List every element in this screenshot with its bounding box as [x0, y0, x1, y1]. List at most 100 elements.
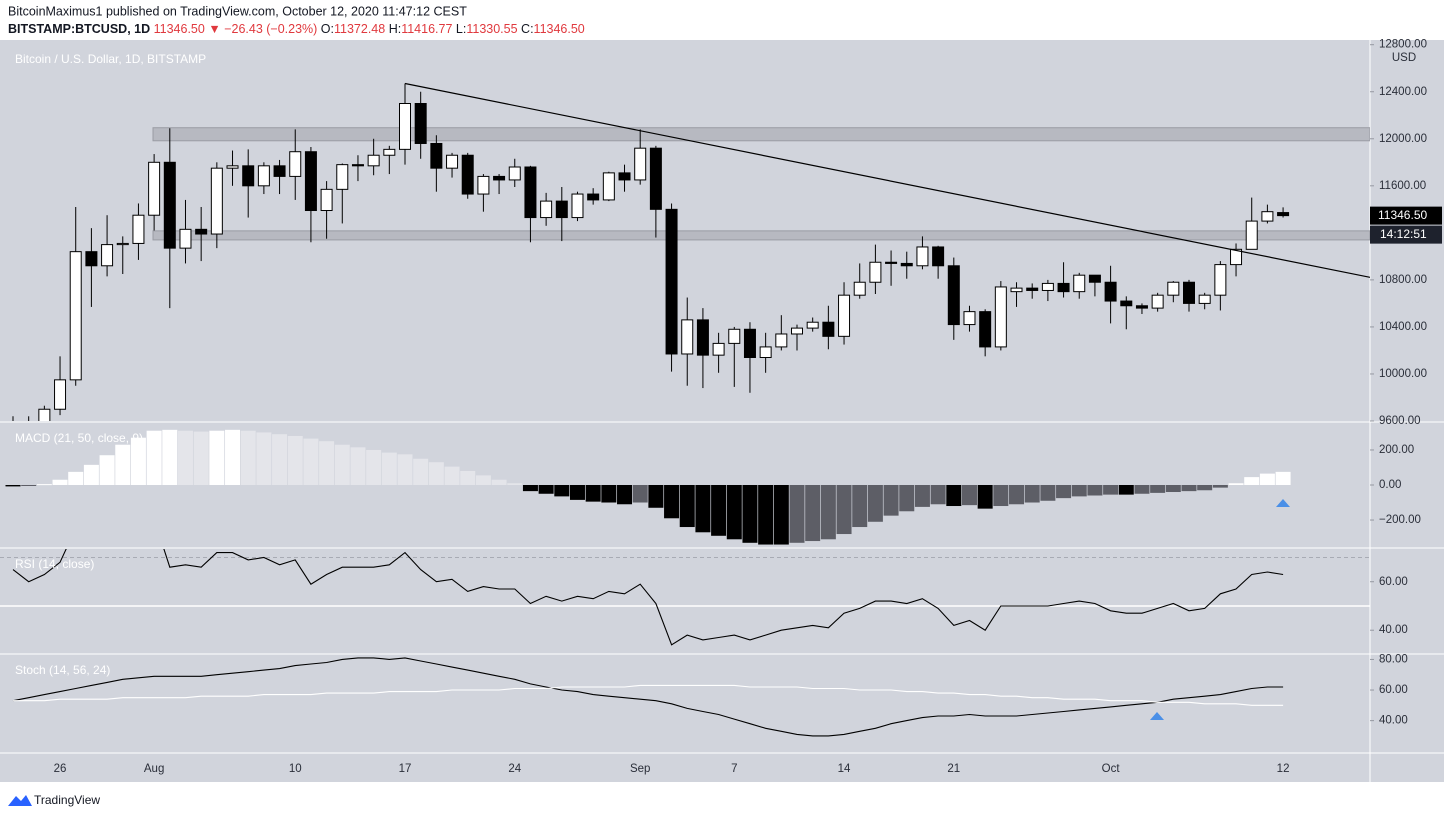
macd-bar: [1165, 485, 1181, 493]
axis-unit: USD: [1392, 52, 1416, 64]
macd-bar: [695, 485, 711, 533]
y-tick-label: 40.00: [1379, 715, 1408, 727]
macd-bar: [1197, 485, 1213, 491]
macd-bar: [146, 430, 162, 485]
macd-bar: [632, 485, 648, 503]
candle-body: [979, 311, 992, 348]
candle-body: [414, 103, 427, 144]
candle-body: [242, 165, 255, 187]
l-value: 11330.55: [466, 22, 517, 36]
macd-bar: [993, 485, 1009, 507]
candle-body: [430, 142, 443, 169]
zone: [152, 230, 1370, 241]
candle-body: [336, 164, 349, 190]
candle-body: [1167, 281, 1180, 296]
candle-body: [367, 154, 380, 167]
macd-bar: [381, 452, 397, 485]
macd-bar: [491, 479, 507, 485]
macd-bar: [413, 458, 429, 485]
candle-body: [571, 193, 584, 219]
macd-bar: [1259, 473, 1275, 485]
x-tick-label: 12: [1277, 763, 1290, 775]
macd-bar: [554, 485, 570, 497]
candle-body: [351, 164, 364, 167]
candle-body: [226, 165, 239, 169]
macd-bar: [115, 444, 131, 485]
candle-body: [210, 167, 223, 235]
candle-body: [1214, 264, 1227, 296]
pane-title: RSI (14, close): [15, 557, 94, 571]
y-tick-label: 12800.00: [1379, 39, 1427, 51]
macd-bar: [287, 435, 303, 485]
y-tick-label: 60.00: [1379, 576, 1408, 588]
candle-body: [85, 251, 98, 267]
macd-bar: [742, 485, 758, 543]
countdown: 14:12:51: [1380, 227, 1427, 241]
o-label: O:: [321, 22, 334, 36]
pane-title: MACD (21, 50, close, 9): [15, 431, 143, 445]
candle-body: [101, 244, 114, 267]
macd-bar: [21, 485, 37, 486]
h-label: H:: [389, 22, 402, 36]
candle-body: [320, 188, 333, 212]
candle-body: [257, 165, 270, 187]
candle-body: [806, 321, 819, 329]
candle-body: [399, 103, 411, 150]
c-value: 11346.50: [534, 22, 585, 36]
candle-body: [681, 319, 694, 355]
c-label: C:: [521, 22, 534, 36]
macd-bar: [1103, 485, 1119, 495]
candle-body: [916, 246, 929, 267]
macd-bar: [836, 485, 852, 535]
y-tick-label: 60.00: [1379, 684, 1408, 696]
candle-body: [289, 151, 302, 177]
candle-body: [775, 333, 788, 348]
trendline: [404, 82, 1370, 278]
candle-body: [1120, 300, 1133, 307]
candle-body: [1230, 248, 1243, 266]
change: −26.43 (−0.23%): [224, 22, 317, 36]
pane: [12, 82, 1370, 421]
candle-body: [853, 281, 866, 296]
candle-body: [1277, 212, 1290, 217]
macd-bar: [240, 430, 256, 485]
pane: [12, 657, 1284, 737]
candle-body: [69, 251, 82, 381]
macd-bar: [460, 470, 476, 485]
macd-bar: [177, 430, 193, 485]
macd-bar: [83, 464, 99, 485]
pane: [0, 549, 1370, 646]
macd-bar: [256, 432, 272, 485]
macd-bar: [805, 485, 821, 542]
macd-bar: [1150, 485, 1166, 493]
candle-body: [383, 148, 396, 156]
macd-bar: [475, 475, 491, 485]
macd-bar: [428, 462, 444, 485]
candle-body: [822, 321, 835, 337]
y-tick-label: 200.00: [1379, 444, 1414, 456]
x-tick-label: 17: [399, 763, 412, 775]
macd-bar: [1024, 485, 1040, 503]
symbol: BITSTAMP:BTCUSD, 1D: [8, 22, 150, 36]
macd-bar: [1181, 485, 1197, 492]
macd-bar: [5, 485, 21, 487]
candle-body: [932, 246, 945, 267]
zone: [152, 127, 1370, 142]
x-tick-label: 26: [54, 763, 67, 775]
candle-body: [1088, 274, 1101, 283]
macd-bar: [444, 466, 460, 485]
candle-body: [1261, 211, 1274, 222]
candle-body: [885, 261, 898, 264]
macd-bar: [272, 434, 288, 485]
candle-body: [1104, 281, 1117, 302]
candle-body: [524, 166, 537, 219]
symbol-line: BITSTAMP:BTCUSD, 1D 11346.50 ▼ −26.43 (−…: [8, 22, 585, 36]
last-price-label: 11346.50: [1378, 208, 1427, 222]
signal-marker: [1150, 712, 1164, 720]
candle-body: [869, 261, 882, 283]
candle-body: [179, 228, 192, 249]
candle-body: [728, 328, 741, 344]
candle-body: [1073, 274, 1086, 293]
candle-body: [148, 161, 161, 216]
